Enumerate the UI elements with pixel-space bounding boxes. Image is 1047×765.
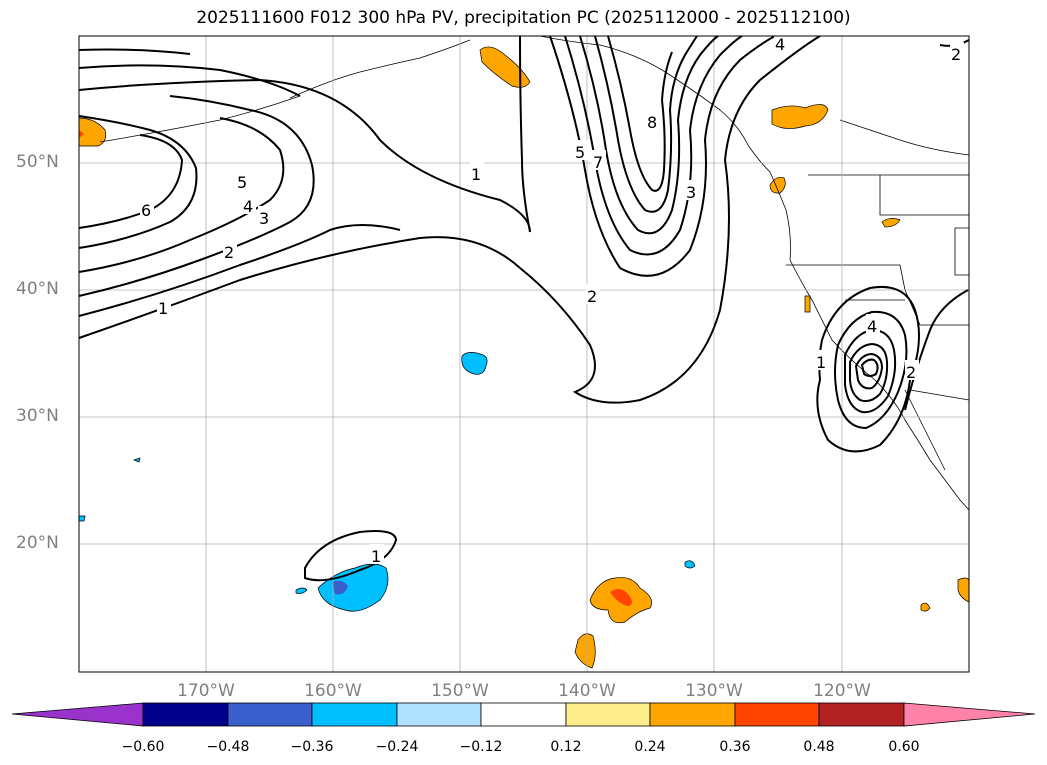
lon-label-150w: 150°W [431, 681, 489, 701]
precip-orange-nw-corner [78, 117, 107, 147]
colorbar-tick: −0.48 [206, 739, 250, 755]
precip-blue-small3 [295, 587, 308, 594]
contour-label: 5 [575, 143, 585, 162]
lat-label-40n: 40°N [16, 279, 59, 299]
precip-orange-oregon [881, 218, 901, 228]
precip-orange-bc [771, 104, 829, 129]
colorbar-tick: −0.36 [290, 739, 334, 755]
lon-label-140w: 140°W [558, 681, 616, 701]
colorbar-tick: −0.12 [459, 739, 503, 755]
colorbar-tick: 0.48 [803, 739, 835, 755]
lat-label-20n: 20°N [16, 533, 59, 553]
precip-red-nw-corner [79, 130, 84, 138]
contour-label: 2 [906, 363, 916, 382]
colorbar-segment-8 [734, 702, 820, 727]
precip-orange-california [804, 295, 811, 313]
colorbar-segment-1 [142, 702, 229, 727]
precip-darkblue-hawaii [332, 580, 348, 595]
precip-orange-south2 [574, 633, 596, 669]
contour-label: 4 [243, 197, 253, 216]
colorbar-tick: −0.60 [121, 739, 165, 755]
contour-label: 7 [593, 153, 603, 172]
precip-shading [78, 46, 970, 669]
map-title: 2025111600 F012 300 hPa PV, precipitatio… [196, 8, 851, 28]
colorbar-segment-0 [11, 702, 144, 727]
colorbar-tick: 0.12 [550, 739, 582, 755]
contour-label: 2 [224, 243, 234, 262]
precip-blue-midpacific [461, 352, 488, 375]
precip-blue-small2 [78, 515, 86, 522]
contour-label: 1 [471, 165, 481, 184]
contour-label: 6 [141, 201, 151, 220]
colorbar-segment-3 [311, 702, 398, 727]
precip-orange-alaska [479, 46, 531, 88]
colorbar-tick: 0.36 [719, 739, 751, 755]
precip-blue-hawaii [317, 563, 389, 612]
colorbar-segment-10 [903, 702, 1036, 727]
lat-label-30n: 30°N [16, 406, 59, 426]
contour-label: 4 [775, 35, 785, 54]
graticule [79, 36, 969, 672]
precip-blue-small1 [684, 560, 696, 569]
lon-label-130w: 130°W [685, 681, 743, 701]
colorbar-segment-4 [396, 702, 482, 727]
contour-label: 8 [647, 113, 657, 132]
colorbar-tick: −0.24 [375, 739, 419, 755]
lon-label-160w: 160°W [304, 681, 362, 701]
lon-label-170w: 170°W [177, 681, 235, 701]
coastlines [99, 35, 970, 511]
precip-orange-mexico2 [920, 602, 931, 612]
colorbar-segment-7 [649, 702, 736, 727]
colorbar-segment-5 [480, 702, 567, 727]
contour-label: 1 [158, 299, 168, 318]
contour-label: 1 [371, 547, 381, 566]
contour-label: 1 [816, 353, 826, 372]
pv-contours [78, 35, 970, 582]
lon-label-120w: 120°W [813, 681, 871, 701]
contour-label: 2 [951, 45, 961, 64]
precip-blue-small4 [132, 457, 141, 463]
colorbar-segment-6 [565, 702, 651, 727]
precip-red-south [610, 588, 632, 606]
contour-label: 2 [587, 287, 597, 306]
colorbar-segment-9 [818, 702, 905, 727]
contour-label: 3 [259, 209, 269, 228]
contour-label: 5 [237, 173, 247, 192]
colorbar-tick: 0.60 [888, 739, 920, 755]
contour-label: 4 [867, 317, 877, 336]
colorbar [11, 702, 1036, 727]
colorbar-segment-2 [227, 702, 313, 727]
contour-label: 3 [686, 183, 696, 202]
map-frame [78, 35, 970, 673]
colorbar-tick: 0.24 [634, 739, 666, 755]
contour-labels: 6 5 4 3 2 1 1 5 7 8 3 2 4 1 2 4 2 1 [140, 35, 964, 566]
lat-label-50n: 50°N [16, 152, 59, 172]
